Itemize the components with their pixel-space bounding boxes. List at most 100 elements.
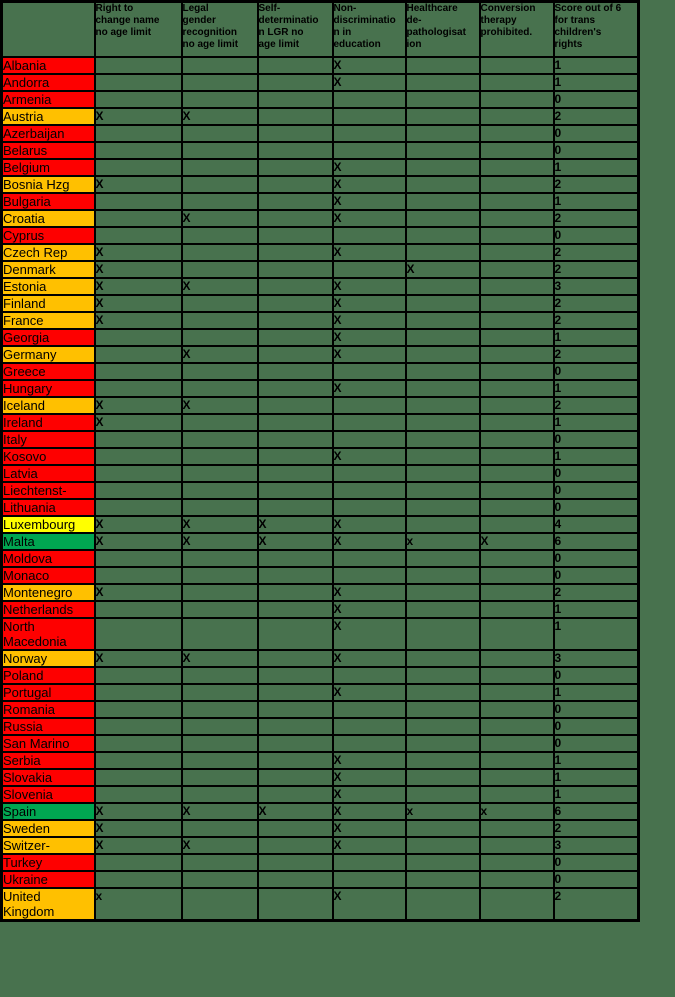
table-row: Azerbaijan 0 [0,124,640,143]
mark-cell [404,498,481,517]
mark-cell [180,464,259,483]
table-row: Finland X X 2 [0,294,640,313]
mark-cell [478,853,555,872]
mark-cell: X [331,447,407,466]
mark-cell [478,345,555,364]
mark-cell [404,243,481,262]
mark-cell [478,583,555,602]
mark-cell [93,870,183,889]
mark-cell [256,413,334,432]
mark-cell [180,600,259,619]
mark-cell [478,124,555,143]
country-cell: Cyprus [0,226,96,245]
column-header-right-to-change-name: Right to change name no age limit [93,0,183,58]
score-cell: 6 [552,802,640,821]
mark-cell [93,700,183,719]
mark-cell [331,90,407,109]
mark-cell: X [331,785,407,804]
mark-cell [404,617,481,651]
mark-cell [180,379,259,398]
table-row: Greece 0 [0,362,640,381]
mark-cell: X [331,243,407,262]
score-cell: 0 [552,717,640,736]
mark-cell: X [331,583,407,602]
score-cell: 0 [552,700,640,719]
mark-cell [478,566,555,585]
country-cell: Slovakia [0,768,96,787]
country-cell: Switzer- [0,836,96,855]
mark-cell [256,566,334,585]
table-row: Ukraine 0 [0,870,640,889]
mark-cell: X [180,277,259,296]
country-cell: Belarus [0,141,96,160]
score-cell: 2 [552,583,640,602]
score-cell: 0 [552,430,640,449]
mark-cell [478,56,555,75]
mark-cell [478,379,555,398]
mark-cell [180,56,259,75]
mark-cell [180,311,259,330]
corner-cell [0,0,96,58]
score-cell: 0 [552,734,640,753]
mark-cell: X [93,836,183,855]
table-row: Monaco 0 [0,566,640,585]
mark-cell [404,700,481,719]
mark-cell [404,481,481,500]
score-cell: 2 [552,107,640,126]
country-cell: Georgia [0,328,96,347]
mark-cell [404,430,481,449]
trans-rights-table: Right to change name no age limit Legal … [0,0,640,922]
country-cell: Bulgaria [0,192,96,211]
country-cell: Denmark [0,260,96,279]
table-row: Poland 0 [0,666,640,685]
mark-cell [331,396,407,415]
mark-cell [256,328,334,347]
mark-cell [256,90,334,109]
mark-cell [93,90,183,109]
mark-cell [256,73,334,92]
mark-cell [256,785,334,804]
mark-cell [180,549,259,568]
score-cell: 1 [552,768,640,787]
mark-cell [404,870,481,889]
country-cell: Luxembourg [0,515,96,534]
mark-cell [256,617,334,651]
mark-cell [256,734,334,753]
country-cell: Italy [0,430,96,449]
country-cell: Ireland [0,413,96,432]
score-cell: 4 [552,515,640,534]
table-row: Turkey 0 [0,853,640,872]
mark-cell: x [93,887,183,922]
mark-cell [256,175,334,194]
mark-cell [404,311,481,330]
mark-cell [478,498,555,517]
country-cell: Netherlands [0,600,96,619]
table-row: Norway X X X 3 [0,649,640,668]
score-cell: 0 [552,90,640,109]
mark-cell: X [331,379,407,398]
mark-cell: X [331,887,407,922]
score-cell: 2 [552,345,640,364]
table-row: Lithuania 0 [0,498,640,517]
mark-cell [256,836,334,855]
mark-cell [93,785,183,804]
mark-cell [404,175,481,194]
score-cell: 0 [552,124,640,143]
table-row: Netherlands X 1 [0,600,640,619]
mark-cell [256,887,334,922]
mark-cell [478,481,555,500]
mark-cell: X [331,836,407,855]
mark-cell [93,768,183,787]
mark-cell [478,73,555,92]
score-cell: 0 [552,853,640,872]
mark-cell [404,158,481,177]
mark-cell [93,566,183,585]
country-cell: United Kingdom [0,887,96,922]
mark-cell [256,583,334,602]
mark-cell [478,768,555,787]
table-row: Austria X X 2 [0,107,640,126]
table-row: Belgium X 1 [0,158,640,177]
mark-cell [404,649,481,668]
mark-cell [93,666,183,685]
mark-cell [404,819,481,838]
